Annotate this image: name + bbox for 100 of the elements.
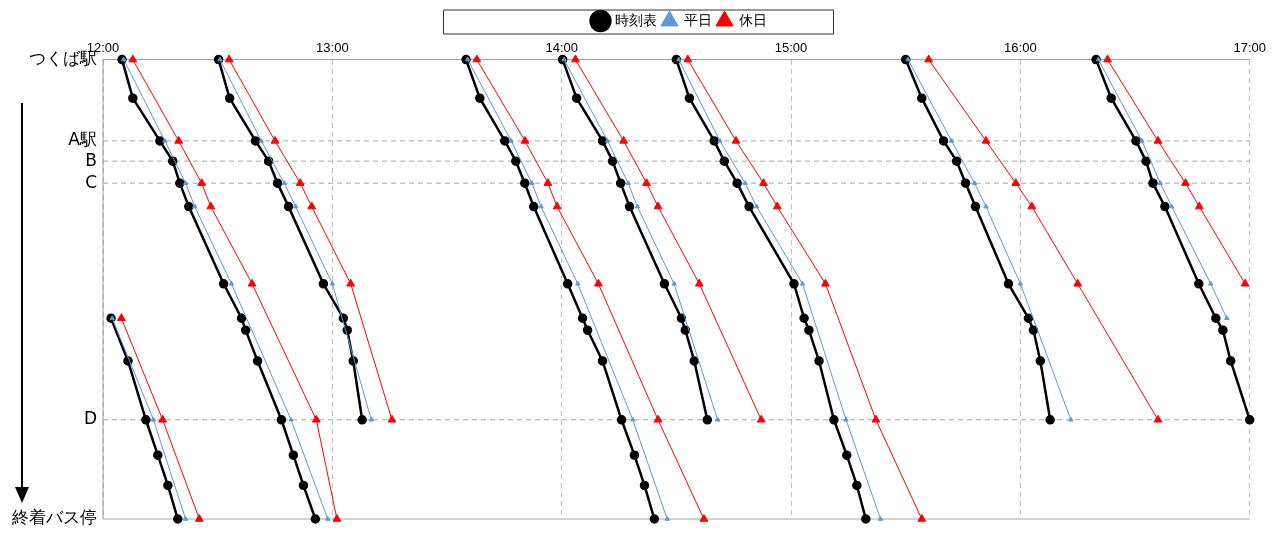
- point: [604, 137, 611, 143]
- point: [571, 54, 580, 63]
- ref-line-label: D: [83, 408, 97, 429]
- point: [162, 137, 168, 143]
- point: [983, 203, 989, 209]
- point: [281, 180, 287, 185]
- point: [1011, 178, 1021, 186]
- point: [981, 135, 991, 144]
- point: [158, 414, 168, 423]
- point: [1157, 180, 1163, 185]
- point: [387, 414, 397, 423]
- point: [699, 514, 709, 522]
- x-tick-label: 14:00: [545, 40, 578, 56]
- point: [325, 516, 331, 521]
- point: [228, 280, 235, 286]
- point: [753, 203, 760, 209]
- point: [1068, 416, 1074, 422]
- point: [714, 416, 721, 422]
- x-tick-label: 17:00: [1233, 40, 1267, 56]
- point: [1208, 280, 1214, 286]
- point: [174, 135, 184, 144]
- point: [346, 278, 356, 287]
- point: [593, 278, 603, 287]
- ref-line-label: A駅: [68, 129, 97, 150]
- point: [1194, 201, 1204, 210]
- point: [1017, 280, 1024, 286]
- point: [224, 54, 234, 63]
- point: [575, 280, 581, 286]
- point: [206, 201, 216, 210]
- point: [756, 414, 766, 423]
- point: [288, 416, 294, 422]
- point: [150, 416, 157, 422]
- point: [642, 178, 651, 186]
- point: [630, 416, 636, 422]
- point: [759, 178, 768, 186]
- point: [529, 180, 535, 185]
- point: [368, 416, 374, 422]
- point: [742, 180, 748, 185]
- point: [683, 54, 693, 63]
- ref-line-label: 終着バス停: [11, 507, 97, 528]
- legend-label: 休日: [738, 11, 767, 28]
- point: [329, 280, 336, 286]
- point: [307, 201, 317, 210]
- point: [332, 514, 342, 522]
- point: [772, 201, 782, 210]
- point: [472, 54, 482, 63]
- point: [634, 203, 641, 209]
- point: [1103, 54, 1112, 63]
- legend-label: 時刻表: [614, 11, 657, 28]
- point: [295, 178, 305, 186]
- point: [552, 201, 562, 210]
- point: [192, 203, 198, 209]
- point: [799, 280, 806, 286]
- point: [1240, 278, 1250, 287]
- point: [1139, 137, 1145, 143]
- point: [671, 280, 677, 286]
- point: [821, 278, 830, 287]
- point: [1153, 414, 1163, 423]
- point: [917, 514, 927, 522]
- x-tick-label: 13:00: [316, 40, 349, 56]
- point: [924, 54, 934, 63]
- point: [270, 135, 280, 144]
- point: [1153, 135, 1163, 144]
- point: [871, 414, 881, 423]
- point: [292, 203, 299, 209]
- point: [182, 516, 189, 521]
- point: [520, 135, 530, 144]
- point: [877, 516, 884, 521]
- ref-line-label: B: [85, 149, 97, 170]
- x-tick-label: 15:00: [774, 40, 808, 56]
- point: [197, 178, 207, 186]
- point: [543, 178, 553, 186]
- point: [538, 203, 544, 209]
- ref-line-label: C: [85, 171, 97, 192]
- point: [1181, 178, 1190, 186]
- point: [717, 137, 723, 143]
- point: [948, 137, 955, 143]
- point: [971, 180, 978, 185]
- point: [247, 278, 257, 287]
- legend-label: 平日: [683, 11, 712, 28]
- point: [508, 137, 514, 143]
- point: [311, 414, 321, 423]
- point: [619, 135, 629, 144]
- point: [116, 313, 126, 321]
- point: [625, 180, 631, 185]
- point: [128, 54, 138, 63]
- point: [1095, 56, 1102, 62]
- point: [731, 135, 741, 144]
- point: [258, 137, 264, 143]
- point: [664, 516, 670, 521]
- x-tick-label: 16:00: [1004, 40, 1037, 56]
- point: [1073, 278, 1083, 287]
- point: [1027, 201, 1037, 210]
- point: [1224, 315, 1230, 320]
- point: [653, 201, 663, 210]
- point: [194, 514, 204, 522]
- point: [182, 180, 189, 185]
- point: [843, 416, 849, 422]
- point: [694, 278, 704, 287]
- point: [653, 414, 663, 423]
